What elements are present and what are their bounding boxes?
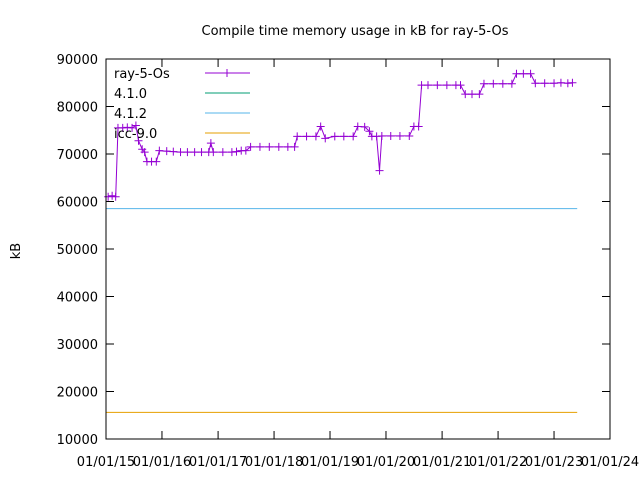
data-point bbox=[540, 79, 549, 88]
series-line-0 bbox=[107, 73, 573, 198]
chart-title: Compile time memory usage in kB for ray-… bbox=[202, 24, 509, 39]
y-axis-label: kB bbox=[9, 243, 24, 259]
data-point bbox=[169, 147, 178, 156]
y-tick-label: 50000 bbox=[57, 243, 98, 258]
data-point bbox=[433, 81, 442, 90]
data-point bbox=[246, 142, 255, 151]
data-point bbox=[423, 81, 432, 90]
y-tick-label: 90000 bbox=[57, 53, 98, 68]
data-point bbox=[349, 132, 358, 141]
data-point bbox=[330, 132, 339, 141]
data-point bbox=[241, 146, 250, 155]
legend-label: 4.1.0 bbox=[114, 87, 147, 102]
x-tick-label: 01/01/16 bbox=[133, 455, 191, 470]
data-point bbox=[531, 79, 540, 88]
data-point bbox=[375, 166, 384, 175]
data-point bbox=[190, 148, 199, 157]
data-point bbox=[209, 148, 218, 157]
y-tick-label: 20000 bbox=[57, 386, 98, 401]
x-tick-label: 01/01/21 bbox=[413, 455, 471, 470]
data-point bbox=[353, 122, 362, 131]
data-point bbox=[498, 79, 507, 88]
y-tick-label: 80000 bbox=[57, 101, 98, 116]
data-point bbox=[232, 147, 241, 156]
data-point bbox=[395, 131, 404, 140]
x-tick-label: 01/01/19 bbox=[301, 455, 359, 470]
data-point bbox=[339, 132, 348, 141]
data-point bbox=[255, 142, 264, 151]
data-point bbox=[386, 131, 395, 140]
data-point bbox=[108, 191, 117, 200]
data-point bbox=[104, 192, 113, 201]
x-tick-label: 01/01/20 bbox=[357, 455, 415, 470]
data-point bbox=[311, 132, 320, 141]
legend: ray-5-Os 4.1.0 4.1.2 icc-9.0 bbox=[114, 67, 250, 142]
legend-label: ray-5-Os bbox=[114, 67, 170, 82]
data-point bbox=[461, 90, 470, 99]
data-point bbox=[377, 131, 386, 140]
data-point bbox=[140, 148, 149, 157]
data-point bbox=[475, 90, 484, 99]
data-point bbox=[568, 78, 577, 87]
y-tick-label: 40000 bbox=[57, 291, 98, 306]
data-point bbox=[468, 90, 477, 99]
x-tick-label: 01/01/22 bbox=[469, 455, 527, 470]
x-tick-label: 01/01/15 bbox=[77, 455, 135, 470]
data-point bbox=[414, 122, 423, 131]
data-point bbox=[111, 192, 120, 201]
y-tick-label: 30000 bbox=[57, 338, 98, 353]
data-point bbox=[290, 142, 299, 151]
data-point bbox=[265, 142, 274, 151]
legend-marker bbox=[223, 69, 231, 77]
y-tick-label: 10000 bbox=[57, 433, 98, 448]
data-point bbox=[274, 142, 283, 151]
data-point bbox=[131, 121, 140, 130]
data-point bbox=[183, 148, 192, 157]
plot-frame bbox=[105, 58, 611, 440]
data-point bbox=[197, 148, 206, 157]
data-point bbox=[293, 132, 302, 141]
data-point bbox=[155, 146, 164, 155]
x-ticks: 01/01/1501/01/1601/01/1701/01/1801/01/19… bbox=[77, 59, 639, 470]
data-point bbox=[134, 136, 143, 145]
data-point bbox=[507, 79, 516, 88]
data-point bbox=[176, 148, 185, 157]
legend-label: 4.1.2 bbox=[114, 107, 147, 122]
data-point bbox=[365, 127, 374, 136]
y-ticks: 10000 20000 30000 40000 50000 60000 70000 80000… bbox=[57, 53, 610, 448]
data-point bbox=[316, 122, 325, 131]
data-point bbox=[456, 81, 465, 90]
x-tick-label: 01/01/23 bbox=[525, 455, 583, 470]
data-point bbox=[550, 79, 559, 88]
x-tick-label: 01/01/24 bbox=[581, 455, 639, 470]
data-point bbox=[526, 69, 535, 78]
data-point bbox=[489, 79, 498, 88]
data-point bbox=[302, 132, 311, 141]
data-point bbox=[321, 134, 330, 143]
data-point bbox=[206, 139, 215, 148]
data-point bbox=[519, 69, 528, 78]
data-point bbox=[283, 142, 292, 151]
data-point bbox=[152, 157, 161, 166]
data-point bbox=[512, 69, 521, 78]
y-tick-label: 70000 bbox=[57, 148, 98, 163]
data-point bbox=[556, 78, 565, 87]
data-point bbox=[218, 148, 227, 157]
data-point bbox=[479, 79, 488, 88]
y-tick-label: 60000 bbox=[57, 196, 98, 211]
data-point bbox=[405, 131, 414, 140]
x-tick-label: 01/01/18 bbox=[245, 455, 303, 470]
series-layer bbox=[104, 69, 578, 413]
data-point bbox=[360, 122, 369, 131]
data-point bbox=[442, 81, 451, 90]
x-tick-label: 01/01/17 bbox=[189, 455, 247, 470]
legend-label: icc-9.0 bbox=[114, 127, 157, 142]
